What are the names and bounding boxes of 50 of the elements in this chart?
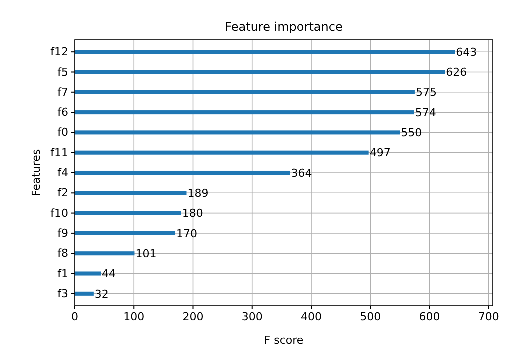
y-tick-label: f1 [58, 267, 68, 280]
bar [75, 90, 415, 94]
y-tick-label: f6 [58, 106, 68, 120]
data-label: 626 [446, 66, 468, 80]
data-label: 180 [182, 207, 204, 220]
bar [75, 231, 176, 236]
data-label: 643 [456, 46, 478, 59]
bar [75, 50, 456, 54]
y-tick-label: f11 [50, 146, 68, 160]
bar [75, 70, 446, 74]
y-tick-label: f0 [58, 126, 68, 140]
data-label: 575 [416, 86, 437, 100]
bar [75, 211, 182, 216]
x-tick-label: 0 [72, 310, 78, 324]
x-tick-label: 200 [182, 310, 204, 324]
data-label: 101 [136, 247, 157, 260]
y-tick-label: f12 [50, 46, 68, 59]
bar [75, 191, 187, 196]
data-label: 189 [188, 187, 209, 200]
bar [75, 170, 290, 176]
x-tick-label: 600 [419, 310, 440, 324]
data-label: 44 [102, 268, 116, 281]
bar [75, 252, 135, 256]
data-label: 364 [291, 166, 312, 180]
x-tick-label: 700 [478, 310, 500, 324]
y-tick-label: f3 [58, 287, 68, 300]
y-tick-label: f8 [58, 247, 68, 260]
bar [75, 130, 400, 135]
y-tick-label: f9 [58, 226, 68, 240]
bar [75, 292, 94, 296]
chart-title: Feature importance [225, 20, 343, 34]
x-tick-label: 100 [124, 310, 145, 324]
y-tick-label: f7 [58, 86, 68, 99]
y-tick-label: f10 [50, 206, 68, 220]
bar [75, 272, 102, 276]
x-tick-label: 400 [300, 310, 322, 324]
x-axis-title: F score [264, 334, 304, 347]
data-label: 32 [94, 288, 109, 301]
data-label: 170 [176, 227, 198, 240]
data-label: 550 [401, 126, 422, 140]
y-tick-label: f2 [58, 186, 68, 200]
data-label: 497 [370, 146, 391, 160]
y-axis-title: Features [30, 149, 43, 197]
y-tick-label: f5 [58, 66, 68, 79]
bar [75, 110, 414, 115]
x-tick-label: 300 [242, 310, 263, 324]
data-label: 574 [415, 106, 436, 120]
x-tick-label: 500 [360, 310, 382, 324]
y-tick-label: f4 [58, 166, 68, 180]
bar [75, 150, 369, 155]
